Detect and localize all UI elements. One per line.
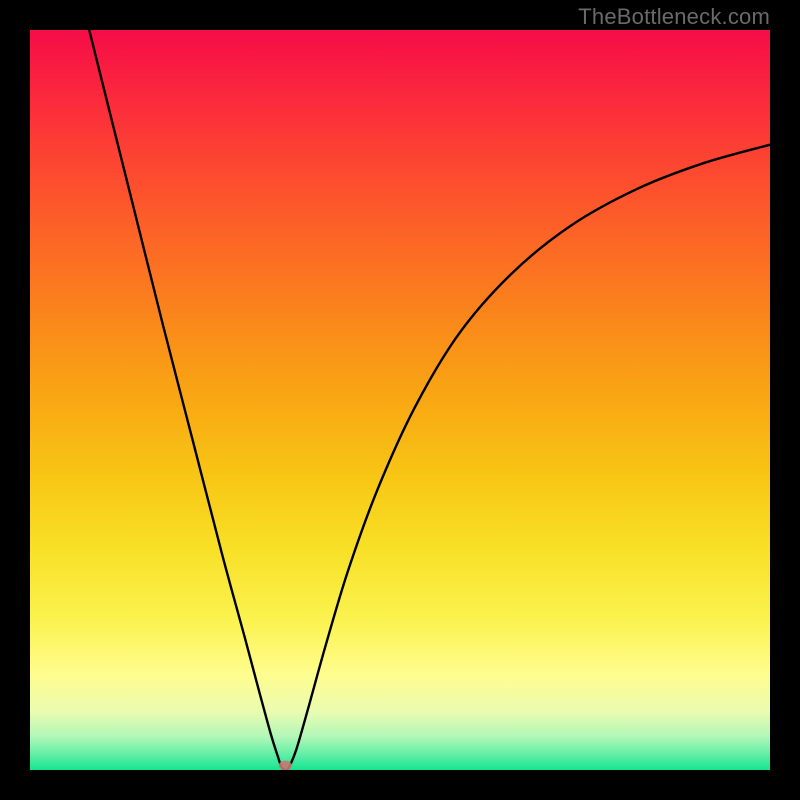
chart-plot-area xyxy=(30,30,770,770)
chart-svg xyxy=(30,30,770,770)
watermark-text: TheBottleneck.com xyxy=(578,4,770,30)
chart-background-gradient xyxy=(30,30,770,770)
